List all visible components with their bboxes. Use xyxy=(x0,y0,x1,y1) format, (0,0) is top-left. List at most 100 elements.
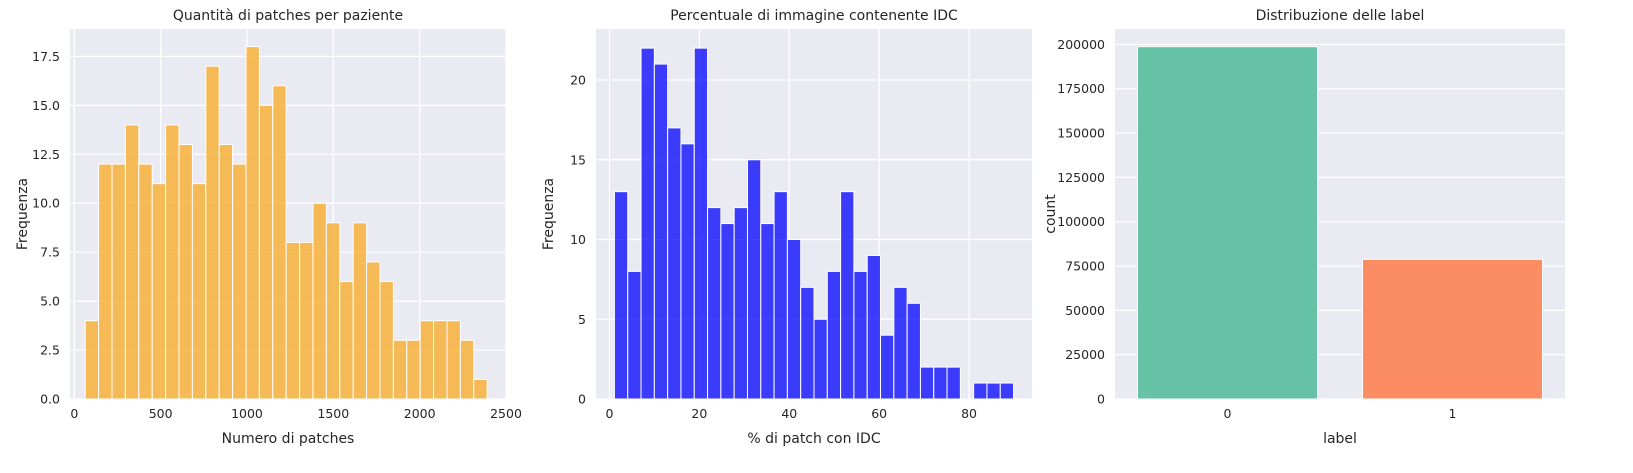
y-tick-label: 125000 xyxy=(1057,170,1105,185)
histogram-bar xyxy=(352,222,368,400)
x-tick-label: 500 xyxy=(149,406,173,421)
x-tick-label: 1500 xyxy=(317,406,349,421)
histogram-bar xyxy=(746,159,762,400)
histogram-bar xyxy=(840,191,855,400)
y-axis-label: Frequenza xyxy=(15,178,31,250)
chart-2: 0 5 10 15 20 0 20 40 60 80 Percentuale di immagine… xyxy=(541,8,1032,447)
histogram-bar xyxy=(733,207,748,400)
y-tick-label: 10 xyxy=(570,232,586,247)
y-tick-label: 75000 xyxy=(1065,259,1105,274)
y-tick-label: 2.5 xyxy=(40,343,60,358)
x-tick-label: 40 xyxy=(781,406,797,421)
histogram-bar xyxy=(667,127,682,400)
y-tick-label: 15.0 xyxy=(32,98,60,113)
histogram-bar xyxy=(151,183,167,400)
histogram-bar xyxy=(613,191,629,400)
histogram-bar xyxy=(933,366,948,400)
y-tick-label: 0 xyxy=(578,392,586,407)
x-tick-label: 2000 xyxy=(404,406,436,421)
histogram-bar xyxy=(893,286,908,400)
histogram-bar xyxy=(459,339,475,400)
y-tick-label: 20 xyxy=(570,73,586,88)
histogram-bar xyxy=(312,202,327,400)
chart-1: 0.0 2.5 5.0 7.5 10.0 12.5 15.0 17.5 0 500 1000 1500… xyxy=(15,8,522,447)
histogram-bar xyxy=(653,63,669,400)
bar-label-0 xyxy=(1137,46,1318,400)
histogram-bar xyxy=(720,223,735,400)
x-tick-label: 0 xyxy=(70,406,78,421)
histogram-bar xyxy=(299,241,314,400)
histogram-bar xyxy=(773,191,788,400)
histogram-bar xyxy=(339,281,354,400)
histogram-bar xyxy=(111,163,126,400)
histogram-bar xyxy=(419,320,435,400)
histogram-bar xyxy=(285,241,301,400)
histogram-bar xyxy=(627,270,642,400)
histogram-bar xyxy=(191,183,207,400)
histogram-bar xyxy=(880,334,895,400)
y-tick-label: 50000 xyxy=(1065,303,1105,318)
x-axis-label: label xyxy=(1323,431,1357,447)
chart-title: Quantità di patches per paziente xyxy=(173,8,403,24)
x-tick-label: 1 xyxy=(1449,406,1457,421)
histogram-bar xyxy=(999,382,1015,400)
x-tick-label: 0 xyxy=(606,406,614,421)
histogram-bar xyxy=(946,366,961,400)
x-tick-label: 60 xyxy=(871,406,887,421)
histogram-bar xyxy=(853,270,868,400)
y-tick-label: 15 xyxy=(570,152,586,167)
y-tick-label: 0.0 xyxy=(40,392,60,407)
histogram-bar xyxy=(906,302,921,400)
histogram-bar xyxy=(406,339,421,400)
histogram-bar xyxy=(84,320,100,400)
histogram-bar xyxy=(433,320,448,400)
histogram-bar xyxy=(178,144,193,400)
x-axis-label: % di patch con IDC xyxy=(747,431,880,447)
histogram-bar xyxy=(760,223,775,400)
histogram-bar xyxy=(218,144,234,400)
y-tick-label: 150000 xyxy=(1057,126,1105,141)
histogram-bar xyxy=(640,47,655,400)
histogram-bar xyxy=(707,207,722,400)
y-tick-label: 5 xyxy=(578,312,586,327)
y-axis-label: Frequenza xyxy=(541,178,557,250)
y-tick-label: 7.5 xyxy=(40,245,60,260)
histogram-bar xyxy=(325,222,341,400)
chart-title: Distribuzione delle label xyxy=(1256,8,1425,24)
histogram-bar xyxy=(919,366,935,400)
x-tick-label: 0 xyxy=(1224,406,1232,421)
histogram-bar xyxy=(473,378,488,400)
histogram-bar xyxy=(366,261,381,400)
histogram-bar xyxy=(392,339,408,400)
y-tick-label: 200000 xyxy=(1057,37,1105,52)
y-tick-label: 5.0 xyxy=(40,294,60,309)
histogram-bar xyxy=(973,382,988,400)
x-tick-label: 2500 xyxy=(490,406,522,421)
x-tick-label: 20 xyxy=(691,406,707,421)
histogram-bar xyxy=(866,254,882,400)
histogram-bar xyxy=(258,104,274,400)
histogram-bar xyxy=(245,46,260,400)
histogram-bar xyxy=(986,382,1001,400)
histogram-bar xyxy=(826,270,842,400)
histogram-bar xyxy=(232,163,247,400)
histogram-bar xyxy=(800,286,815,400)
y-tick-label: 17.5 xyxy=(32,49,60,64)
bar-label-1 xyxy=(1362,258,1543,400)
y-tick-label: 10.0 xyxy=(32,196,60,211)
histogram-bar xyxy=(813,318,828,400)
y-tick-label: 25000 xyxy=(1065,347,1105,362)
chart-3: 0 25000 50000 75000 100000 125000 150000 175000… xyxy=(1043,8,1565,447)
y-tick-label: 100000 xyxy=(1057,214,1105,229)
histogram-bar xyxy=(272,85,287,400)
histogram-bar xyxy=(98,163,113,400)
chart-title: Percentuale di immagine contenente IDC xyxy=(670,8,958,24)
y-tick-label: 12.5 xyxy=(32,147,60,162)
x-tick-label: 80 xyxy=(961,406,977,421)
histogram-bar xyxy=(165,124,180,400)
y-tick-label: 0 xyxy=(1097,392,1105,407)
histogram-bar xyxy=(124,124,140,400)
histogram-bar xyxy=(446,320,461,400)
y-axis-label: count xyxy=(1043,194,1059,234)
